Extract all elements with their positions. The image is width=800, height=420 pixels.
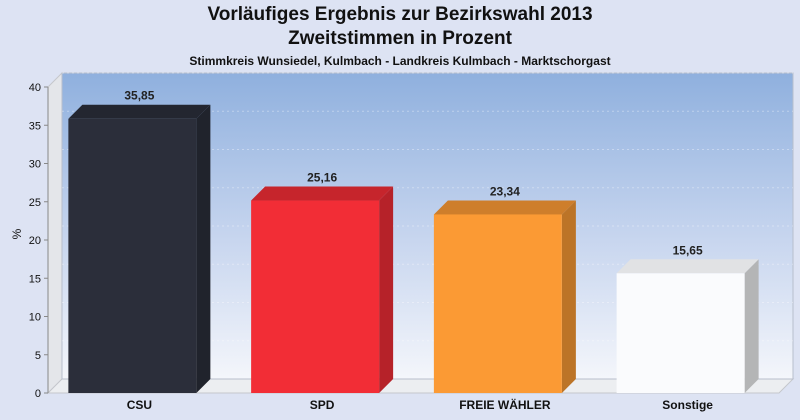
x-category-label: SPD bbox=[310, 398, 335, 412]
bar-front bbox=[433, 214, 562, 393]
x-category-label: Sonstige bbox=[662, 398, 713, 412]
x-category-label: CSU bbox=[127, 398, 152, 412]
y-tick-label: 10 bbox=[29, 312, 41, 324]
bar-side bbox=[196, 104, 211, 393]
bar-top bbox=[68, 104, 211, 119]
bar-side bbox=[744, 259, 759, 393]
bar-spd bbox=[251, 186, 394, 393]
chart-side-wall bbox=[47, 71, 63, 395]
bar-freie-w-hler bbox=[433, 200, 576, 393]
y-tick-label: 25 bbox=[29, 197, 41, 209]
y-tick-label: 20 bbox=[29, 235, 41, 247]
chart-subtitle-region: Stimmkreis Wunsiedel, Kulmbach - Landkre… bbox=[189, 54, 611, 68]
data-label: 23,34 bbox=[490, 184, 520, 198]
bar-front bbox=[68, 118, 197, 393]
chart-title: Vorläufiges Ergebnis zur Bezirkswahl 201… bbox=[207, 4, 593, 25]
bar-csu bbox=[68, 104, 211, 393]
bar-side bbox=[379, 186, 394, 393]
y-tick-label: 0 bbox=[35, 388, 41, 400]
y-tick-label: 35 bbox=[29, 120, 41, 132]
x-category-label: FREIE WÄHLER bbox=[459, 397, 551, 412]
bar-sonstige bbox=[616, 259, 759, 393]
bar-top bbox=[251, 186, 394, 201]
data-label: 15,65 bbox=[673, 243, 703, 257]
y-tick-label: 30 bbox=[29, 159, 41, 171]
bar-front bbox=[616, 273, 745, 393]
y-tick-label: 5 bbox=[35, 350, 41, 362]
y-tick-label: 40 bbox=[29, 82, 41, 94]
bar-top bbox=[616, 259, 759, 274]
bar-front bbox=[251, 200, 380, 393]
bar-side bbox=[561, 200, 576, 393]
chart-subtitle: Zweitstimmen in Prozent bbox=[288, 28, 512, 49]
y-tick-label: 15 bbox=[29, 273, 41, 285]
data-label: 25,16 bbox=[307, 171, 337, 185]
data-label: 35,85 bbox=[124, 89, 154, 103]
y-axis-label: % bbox=[10, 228, 24, 239]
bar-top bbox=[433, 200, 576, 215]
